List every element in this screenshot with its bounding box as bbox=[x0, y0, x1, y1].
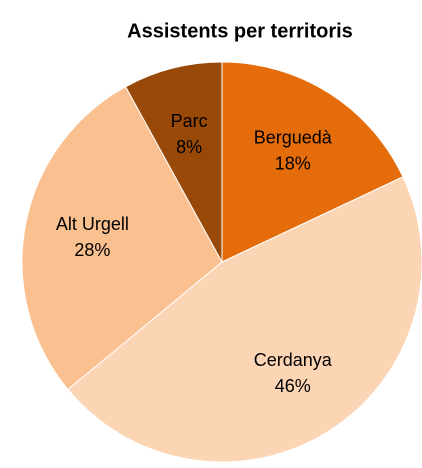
slice-value-label: 46% bbox=[275, 376, 311, 396]
slice-value-label: 8% bbox=[176, 137, 202, 157]
pie-slice bbox=[21, 86, 223, 391]
slice-value-label: 28% bbox=[74, 240, 110, 260]
slice-label: Parc bbox=[171, 111, 208, 131]
pie-slice bbox=[221, 61, 404, 263]
slice-label: Berguedà bbox=[254, 127, 333, 147]
pie-slice bbox=[124, 61, 223, 263]
slice-label: Alt Urgell bbox=[56, 214, 129, 234]
chart-title: Assistents per territoris bbox=[127, 20, 353, 42]
slice-value-label: 18% bbox=[275, 153, 311, 173]
slice-label: Cerdanya bbox=[254, 350, 333, 370]
